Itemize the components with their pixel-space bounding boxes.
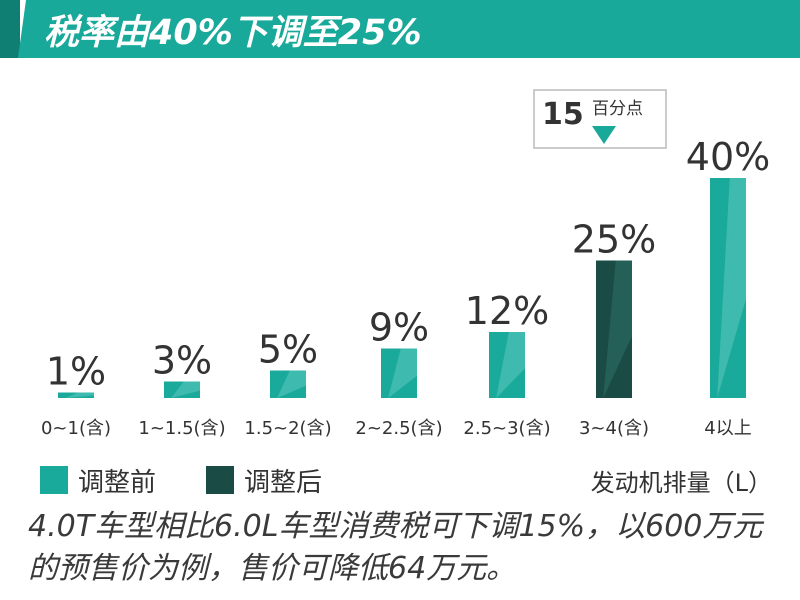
bar-3-highlight (277, 370, 306, 398)
title-banner-accent (0, 0, 20, 58)
title-banner-background (18, 0, 800, 58)
x-tick-label-1: 0~1(含) (41, 418, 111, 439)
x-tick-label-7: 4以上 (704, 418, 751, 439)
legend-swatch-before (40, 466, 68, 494)
chart-title: 税率由40%下调至25% (44, 13, 422, 53)
bar-5-highlight (496, 332, 525, 398)
legend: 调整前 调整后 (40, 466, 322, 498)
bar-value-labels: 1% 3% 5% 9% 12% 25% 40% (46, 135, 770, 394)
bar-4-value-label: 9% (369, 306, 429, 350)
callout-unit: 百分点 (592, 99, 643, 119)
legend-label-after: 调整后 (244, 468, 322, 498)
x-tick-label-3: 1.5~2(含) (244, 418, 331, 439)
bar-7-highlight (717, 178, 746, 398)
legend-label-before: 调整前 (78, 468, 156, 498)
footnote: 4.0T车型相比6.0L车型消费税可下调15%，以600万元的预售价为例，售价可… (28, 509, 763, 586)
reduction-callout: 15 百分点 (533, 89, 667, 149)
bar-3-value-label: 5% (258, 328, 318, 372)
x-tick-label-6: 3~4(含) (579, 418, 649, 439)
bar-6-value-label: 25% (572, 218, 656, 262)
title-banner: 税率由40%下调至25% (0, 0, 800, 58)
bar-2-highlight (171, 381, 200, 398)
bar-4-highlight (388, 348, 417, 398)
x-tick-label-4: 2~2.5(含) (355, 418, 442, 439)
bars (58, 178, 746, 398)
x-axis-tick-labels: 0~1(含) 1~1.5(含) 1.5~2(含) 2~2.5(含) 2.5~3(含) 3~… (41, 418, 752, 439)
bar-2-value-label: 3% (152, 339, 212, 383)
bar-5-value-label: 12% (465, 289, 549, 333)
bar-7-value-label: 40% (686, 135, 770, 179)
down-arrow-icon (592, 126, 616, 144)
bar-6-highlight (603, 260, 632, 398)
x-tick-label-5: 2.5~3(含) (463, 418, 550, 439)
bar-1-highlight (65, 392, 94, 398)
legend-swatch-after (206, 466, 234, 494)
x-axis-label: 发动机排量（L） (591, 469, 772, 497)
callout-box (533, 89, 667, 149)
bar-1-value-label: 1% (46, 350, 106, 394)
x-tick-label-2: 1~1.5(含) (138, 418, 225, 439)
callout-number: 15 (542, 97, 584, 132)
